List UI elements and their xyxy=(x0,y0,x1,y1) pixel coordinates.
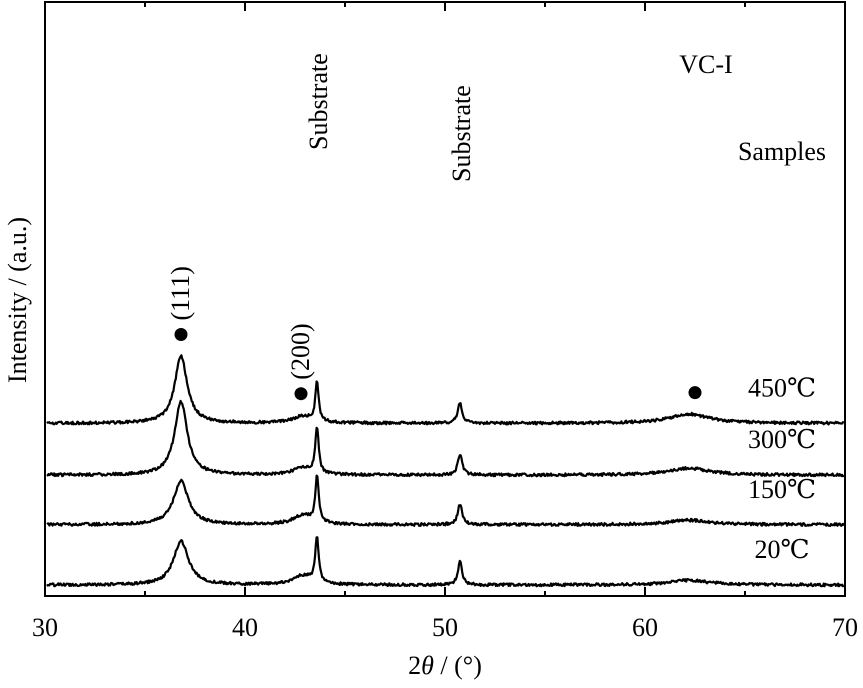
plot-frame xyxy=(44,1,846,597)
x-tick-label: 30 xyxy=(32,613,58,642)
substrate-label: Substrate xyxy=(304,53,333,150)
peak-marker-dot xyxy=(688,386,702,400)
y-axis-label: Intensity / (a.u.) xyxy=(3,217,32,383)
series-line-2 xyxy=(46,399,845,478)
x-tick-label: 50 xyxy=(432,613,458,642)
x-axis-label-symbol: θ xyxy=(421,651,434,680)
series-label: 20℃ xyxy=(754,535,809,564)
x-axis-label-suffix: / (°) xyxy=(434,651,482,680)
x-tick-label: 40 xyxy=(232,613,258,642)
peak-marker-dot xyxy=(174,328,188,342)
series-line-0 xyxy=(46,536,845,588)
peak-label: (200) xyxy=(286,323,315,379)
x-tick-label: 60 xyxy=(632,613,658,642)
series-label: 150℃ xyxy=(748,475,816,504)
axes: 30 40 50 60 70 2θ / (°) Intensity / (a.u.) xyxy=(3,1,858,680)
annotations: VC-I Samples 20℃ 150℃ 300℃ 450℃ (111) (200) Subs… xyxy=(166,50,826,564)
series-line-3 xyxy=(46,354,845,426)
series-line-1 xyxy=(46,474,845,527)
substrate-label: Substrate xyxy=(447,85,476,182)
chart-title: VC-I xyxy=(679,50,732,79)
series-label: 300℃ xyxy=(748,425,816,454)
series-label: 450℃ xyxy=(748,373,816,402)
legend-title: Samples xyxy=(738,137,826,166)
peak-marker-dot xyxy=(294,387,308,401)
x-axis-label-prefix: 2 xyxy=(408,651,421,680)
peak-label: (111) xyxy=(166,266,195,320)
x-axis-label: 2θ / (°) xyxy=(408,651,482,680)
series-group xyxy=(46,354,845,588)
x-tick-label: 70 xyxy=(832,613,858,642)
